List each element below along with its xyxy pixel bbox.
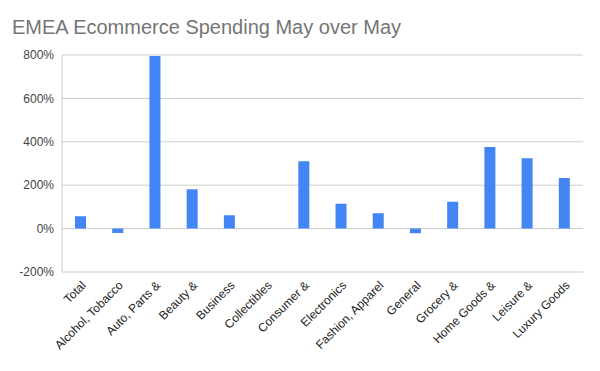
svg-text:Grocery &: Grocery & (412, 278, 461, 327)
svg-text:Leisure &: Leisure & (489, 278, 536, 324)
svg-text:Auto, Parts &: Auto, Parts & (103, 278, 163, 338)
svg-text:Alcohol, Tobacco: Alcohol, Tobacco (52, 278, 126, 353)
svg-text:-200%: -200% (19, 265, 54, 279)
svg-text:400%: 400% (23, 135, 54, 149)
svg-text:Luxury Goods: Luxury Goods (510, 278, 573, 341)
svg-text:Total: Total (61, 278, 89, 306)
svg-text:600%: 600% (23, 92, 54, 106)
svg-text:Consumer &: Consumer & (255, 278, 312, 336)
svg-text:Fashion, Apparel: Fashion, Apparel (313, 278, 387, 352)
svg-text:Business: Business (193, 278, 238, 323)
svg-text:800%: 800% (23, 48, 54, 62)
svg-text:General: General (383, 278, 424, 319)
svg-text:0%: 0% (37, 222, 55, 236)
svg-text:Collectibles: Collectibles (221, 278, 275, 332)
svg-text:Beauty &: Beauty & (156, 278, 200, 322)
svg-text:Electronics: Electronics (297, 278, 350, 330)
svg-text:Home Goods &: Home Goods & (430, 278, 498, 346)
html-text:EMEA Ecommerce Spending May ov: EMEA Ecommerce Spending May over May (12, 16, 401, 38)
svg-text:200%: 200% (23, 178, 54, 192)
